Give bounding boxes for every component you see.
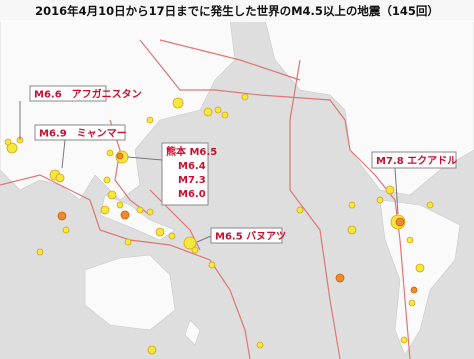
callout-text: M6.4 — [178, 161, 206, 172]
earthquake-dot — [256, 341, 264, 349]
shape — [184, 319, 201, 346]
earthquake-dot — [55, 173, 65, 183]
earthquake-dot — [385, 185, 395, 195]
earthquake-dot — [203, 107, 213, 117]
earthquake-dot — [146, 208, 154, 216]
callout-text: 熊本 M6.5 — [166, 145, 217, 158]
earthquake-dot — [348, 201, 356, 209]
earthquake-dot — [241, 93, 249, 101]
earthquake-dot — [116, 152, 124, 160]
earthquake-dot — [410, 286, 418, 294]
shape — [84, 254, 176, 331]
shape — [0, 19, 236, 201]
callout-box — [371, 151, 457, 169]
earthquake-dot — [36, 248, 44, 256]
earthquake-dot — [183, 236, 197, 250]
callout-text: M6.9 ミャンマー — [39, 128, 127, 140]
earthquake-dot — [136, 206, 144, 214]
earthquake-dot — [395, 217, 405, 227]
title-band — [0, 0, 474, 22]
earthquake-dot — [57, 211, 67, 221]
earthquake-dot — [120, 210, 130, 220]
callout: M6.6 アフガニスタン — [19, 85, 142, 140]
earthquake-dot — [6, 142, 18, 154]
callout-text: M7.8 エクアドル — [376, 155, 457, 167]
callout-text: M6.0 — [178, 189, 206, 200]
earthquake-dot — [426, 201, 434, 209]
earthquake-dot — [106, 149, 114, 157]
earthquake-dot — [347, 225, 357, 235]
earthquake-dot — [103, 176, 111, 184]
callout: M6.5 バヌアツ — [196, 227, 286, 244]
earthquake-dot — [146, 116, 154, 124]
earthquake-dot — [172, 97, 184, 109]
earthquake-dot — [191, 246, 199, 254]
callout-text: M6.5 バヌアツ — [215, 231, 286, 243]
shape — [139, 39, 411, 359]
callout-box — [29, 85, 107, 102]
earthquake-dot — [100, 205, 110, 215]
callout-box — [161, 142, 209, 206]
earthquake-dot — [147, 345, 157, 355]
earthquake-dot — [406, 236, 414, 244]
earthquake-dot — [335, 273, 345, 283]
earthquake-dot — [208, 261, 216, 269]
shape — [394, 167, 399, 215]
callout-box — [34, 124, 126, 141]
callout-text: M6.6 アフガニスタン — [34, 88, 142, 101]
earthquakes — [4, 93, 434, 355]
earthquake-dot — [408, 299, 416, 307]
earthquake-dot — [415, 263, 425, 273]
callout: M7.8 エクアドル — [371, 151, 457, 215]
callout: 熊本 M6.5 M6.4 M7.3 M6.0 — [127, 142, 217, 206]
shape — [289, 59, 341, 359]
callout-text: M7.3 — [178, 175, 206, 186]
earthquake-dot — [62, 226, 70, 234]
shape — [159, 39, 301, 81]
earthquake-dot — [4, 138, 12, 146]
earthquake-dot — [376, 196, 384, 204]
earthquake-dot — [214, 106, 222, 114]
earthquake-dot — [116, 201, 124, 209]
shape — [61, 139, 66, 169]
earthquake-dot — [400, 336, 408, 344]
earthquake-dot — [155, 227, 165, 237]
earthquake-dot — [124, 238, 132, 246]
earthquake-dot — [221, 111, 229, 119]
callout: M6.9 ミャンマー — [34, 124, 127, 169]
shape — [196, 235, 212, 243]
earthquake-dot — [168, 232, 176, 240]
land — [0, 19, 474, 356]
title: 2016年4月10日から17日までに発生した世界のM4.5以上の地震（145回） — [35, 4, 439, 18]
earthquake-dot — [296, 206, 304, 214]
earthquake-dot — [107, 190, 117, 200]
callout-box — [210, 227, 283, 244]
shape — [127, 156, 163, 161]
